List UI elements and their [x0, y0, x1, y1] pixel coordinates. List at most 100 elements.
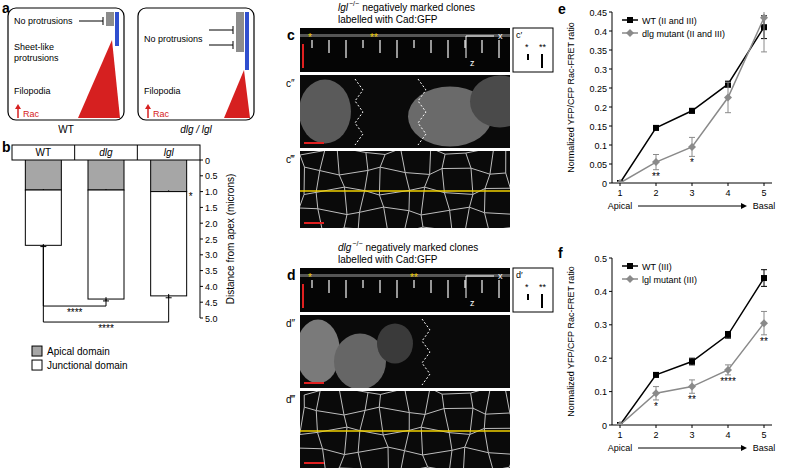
y-axis-label: Distance from apex (microns): [225, 174, 236, 305]
y-tick-label: 0: [602, 421, 607, 431]
inset-mark: *: [525, 282, 529, 292]
error-cap: [653, 386, 659, 387]
cell-edge: [345, 452, 359, 454]
cell-edge: [421, 215, 423, 227]
marker: [617, 180, 623, 183]
scale-bar: [304, 222, 324, 224]
legend-label: Junctional domain: [47, 360, 128, 371]
x-tick-label: 4: [725, 188, 730, 198]
cell-edge: [304, 407, 316, 410]
marker: [652, 389, 660, 397]
cell-edge: [401, 151, 406, 173]
axis-arrow: [638, 448, 743, 449]
cell-outline: [138, 8, 254, 120]
x-tick: [692, 425, 693, 428]
marker: [688, 383, 696, 391]
junction-streak: [379, 280, 381, 293]
sub-label: d″: [286, 318, 296, 329]
y-tick: [200, 239, 203, 240]
inhibition: [209, 45, 233, 46]
cell-edge: [421, 427, 449, 432]
header-separator: [74, 145, 75, 160]
cell-edge: [381, 391, 405, 394]
cell-edge: [337, 151, 339, 175]
cell-edge: [466, 153, 471, 168]
cell-edge: [400, 467, 427, 468]
plot-area: [300, 151, 510, 228]
cell-edge: [304, 395, 305, 407]
scale-bar: [302, 44, 304, 68]
inset-streak: [527, 294, 529, 300]
error-cap: [689, 137, 695, 138]
cell-edge: [304, 391, 320, 395]
cell-edge: [339, 391, 344, 415]
title-line: negatively marked clones: [362, 2, 475, 13]
marker: [688, 143, 696, 151]
y-axis: [612, 12, 613, 183]
y-tick: [609, 391, 612, 392]
cell-edge: [444, 193, 473, 195]
marker: [760, 319, 768, 327]
cell-edge: [485, 413, 509, 414]
legend-swatch: [32, 346, 42, 356]
cell-edge: [323, 449, 326, 468]
signal-label: Rac: [153, 109, 170, 119]
y-tick-label: 5.0: [205, 314, 218, 324]
cell-edge: [449, 433, 470, 435]
cell-edge: [464, 207, 469, 228]
image-xz: [300, 28, 510, 72]
significance: **: [688, 394, 696, 405]
y-tick: [200, 191, 203, 192]
sub-label: d‴: [286, 394, 296, 405]
cell-edge: [423, 455, 428, 467]
cell-edge: [317, 432, 322, 448]
cell-edge: [339, 170, 368, 175]
inset-streak: [541, 294, 543, 308]
cell-edge: [430, 169, 442, 175]
cell-edge: [409, 413, 425, 415]
scale-bar: [304, 382, 324, 384]
cell-edge: [358, 212, 359, 228]
x-tick: [656, 183, 657, 186]
inhibition-bar: [103, 17, 104, 25]
cell-edge: [339, 175, 344, 187]
significance: *: [654, 401, 658, 412]
bar: [151, 160, 187, 192]
marker: [724, 366, 732, 374]
y-tick: [609, 358, 612, 359]
junctional-domain: [245, 12, 249, 70]
y-tick: [200, 270, 203, 271]
axis-name: x: [498, 271, 503, 281]
cell-edge: [442, 394, 444, 408]
cell-edge: [465, 447, 489, 453]
panel-label: b: [2, 139, 11, 155]
x-axis-label: Apical: [608, 201, 633, 211]
cell-edge: [326, 468, 339, 469]
cell-edge: [484, 213, 488, 228]
x-tick-label: 5: [761, 188, 766, 198]
y-tick-label: 0.1: [594, 387, 607, 397]
x-axis-label: Basal: [753, 443, 776, 453]
plot-area: [300, 391, 510, 468]
clone-border: [422, 319, 430, 385]
comparison-label: ****: [67, 307, 83, 318]
series-line: [620, 278, 764, 425]
cell-edge: [442, 169, 444, 193]
cell-edge: [452, 447, 465, 450]
y-tick-label: 0.25: [589, 84, 607, 94]
significance: **: [760, 336, 768, 347]
cell-edge: [466, 151, 494, 153]
panel-label: f: [558, 245, 563, 261]
cell-edge: [484, 188, 486, 212]
y-tick-label: 0.1: [594, 141, 607, 151]
y-tick-label: 0.35: [589, 46, 607, 56]
junction-streak: [447, 40, 449, 58]
cell-edge: [358, 431, 360, 453]
cell-edge: [365, 393, 368, 411]
cell-edge: [316, 411, 344, 415]
clone-border: [418, 79, 426, 145]
cell-edge: [379, 394, 380, 407]
error-cap: [761, 51, 767, 52]
cell-edge: [490, 151, 494, 174]
axis-name: z: [470, 58, 475, 68]
